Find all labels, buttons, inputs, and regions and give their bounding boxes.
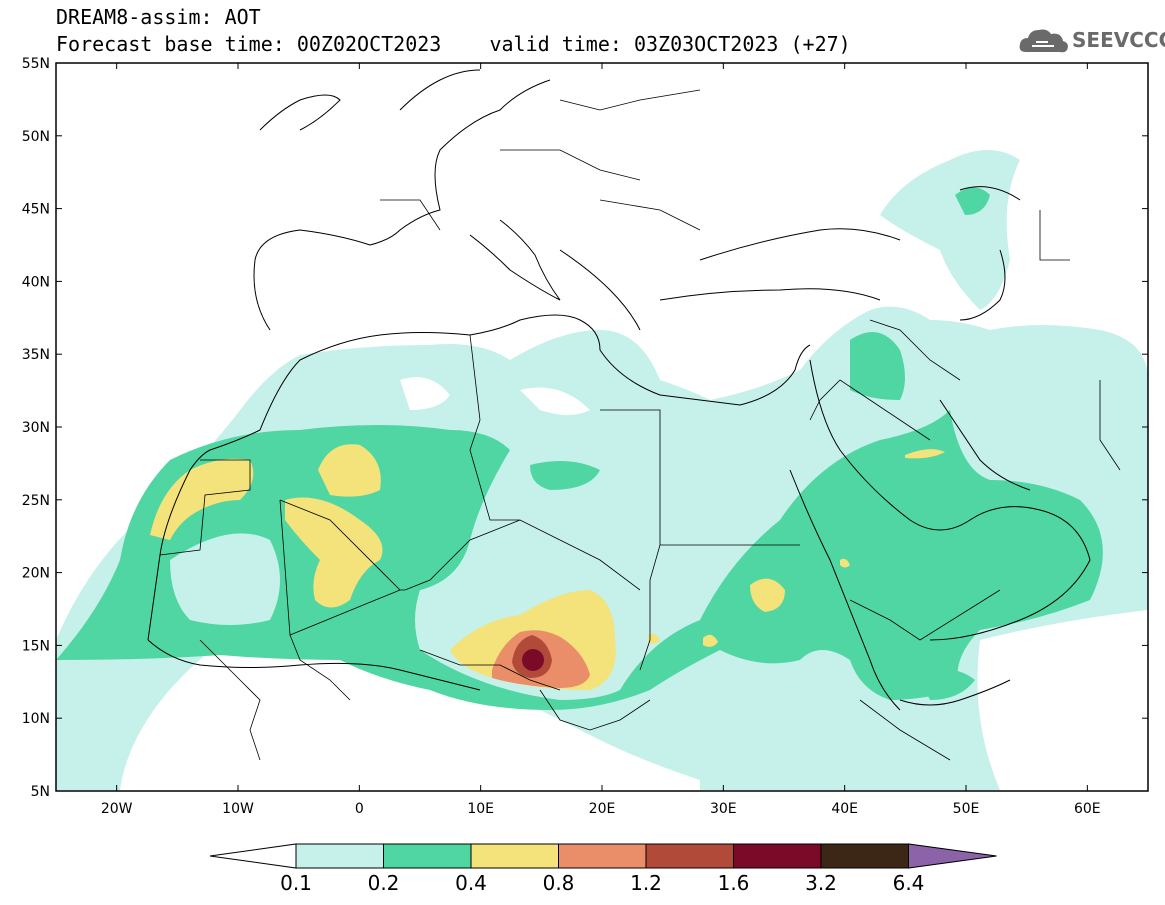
lat-label: 20N <box>22 566 50 582</box>
lon-label: 10E <box>467 801 494 817</box>
colorbar-label: 6.4 <box>893 871 925 895</box>
lon-label: 10W <box>222 801 254 817</box>
lon-label: 0 <box>355 801 364 817</box>
lat-label: 25N <box>22 493 50 509</box>
colorbar-segment <box>733 843 822 869</box>
aot-level-0.2 <box>56 187 1103 710</box>
lat-label: 55N <box>22 56 50 72</box>
lon-label: 60E <box>1074 801 1101 817</box>
lat-label: 10N <box>22 711 50 727</box>
colorbar-label: 0.8 <box>543 871 575 895</box>
colorbar-label: 1.6 <box>718 871 750 895</box>
lat-label: 15N <box>22 638 50 654</box>
axis-ticks: 55N 50N 45N 40N 35N 30N 25N 20N 15N 10N 5N 20W 10W 0 1… <box>22 56 1148 817</box>
aot-level-1.6 <box>522 649 544 671</box>
lon-label: 30E <box>710 801 737 817</box>
country-borders <box>159 89 1121 761</box>
lat-label: 50N <box>22 129 50 145</box>
map-field <box>56 63 1148 791</box>
chart-title: DREAM8-assim: AOT <box>56 5 261 29</box>
cloud-icon <box>1019 29 1068 53</box>
colorbar-segment <box>295 843 384 869</box>
chart-subtitle: Forecast base time: 00Z02OCT2023 valid t… <box>56 32 851 56</box>
lat-label: 30N <box>22 420 50 436</box>
colorbar-min-arrow <box>209 843 297 869</box>
colorbar-segment <box>383 843 472 869</box>
colorbar-label: 0.2 <box>368 871 400 895</box>
logo-text: SEEVCCC <box>1072 28 1165 52</box>
colorbar-segment <box>470 843 559 869</box>
lat-label: 5N <box>31 784 50 800</box>
seevccc-logo: SEEVCCC <box>1018 22 1165 58</box>
lon-label: 20W <box>101 801 133 817</box>
coastlines <box>147 69 1091 711</box>
colorbar-label: 1.2 <box>630 871 662 895</box>
lon-label: 40E <box>831 801 858 817</box>
colorbar-label: 3.2 <box>805 871 837 895</box>
colorbar-label: 0.1 <box>280 871 312 895</box>
lon-label: 20E <box>589 801 616 817</box>
colorbar-label: 0.4 <box>455 871 487 895</box>
lat-label: 35N <box>22 347 50 363</box>
colorbar-segment <box>558 843 647 869</box>
lat-label: 45N <box>22 202 50 218</box>
colorbar-max-arrow <box>908 843 997 869</box>
colorbar-segment <box>820 843 909 869</box>
colorbar-segment <box>645 843 734 869</box>
lat-label: 40N <box>22 274 50 290</box>
lon-label: 50E <box>953 801 980 817</box>
